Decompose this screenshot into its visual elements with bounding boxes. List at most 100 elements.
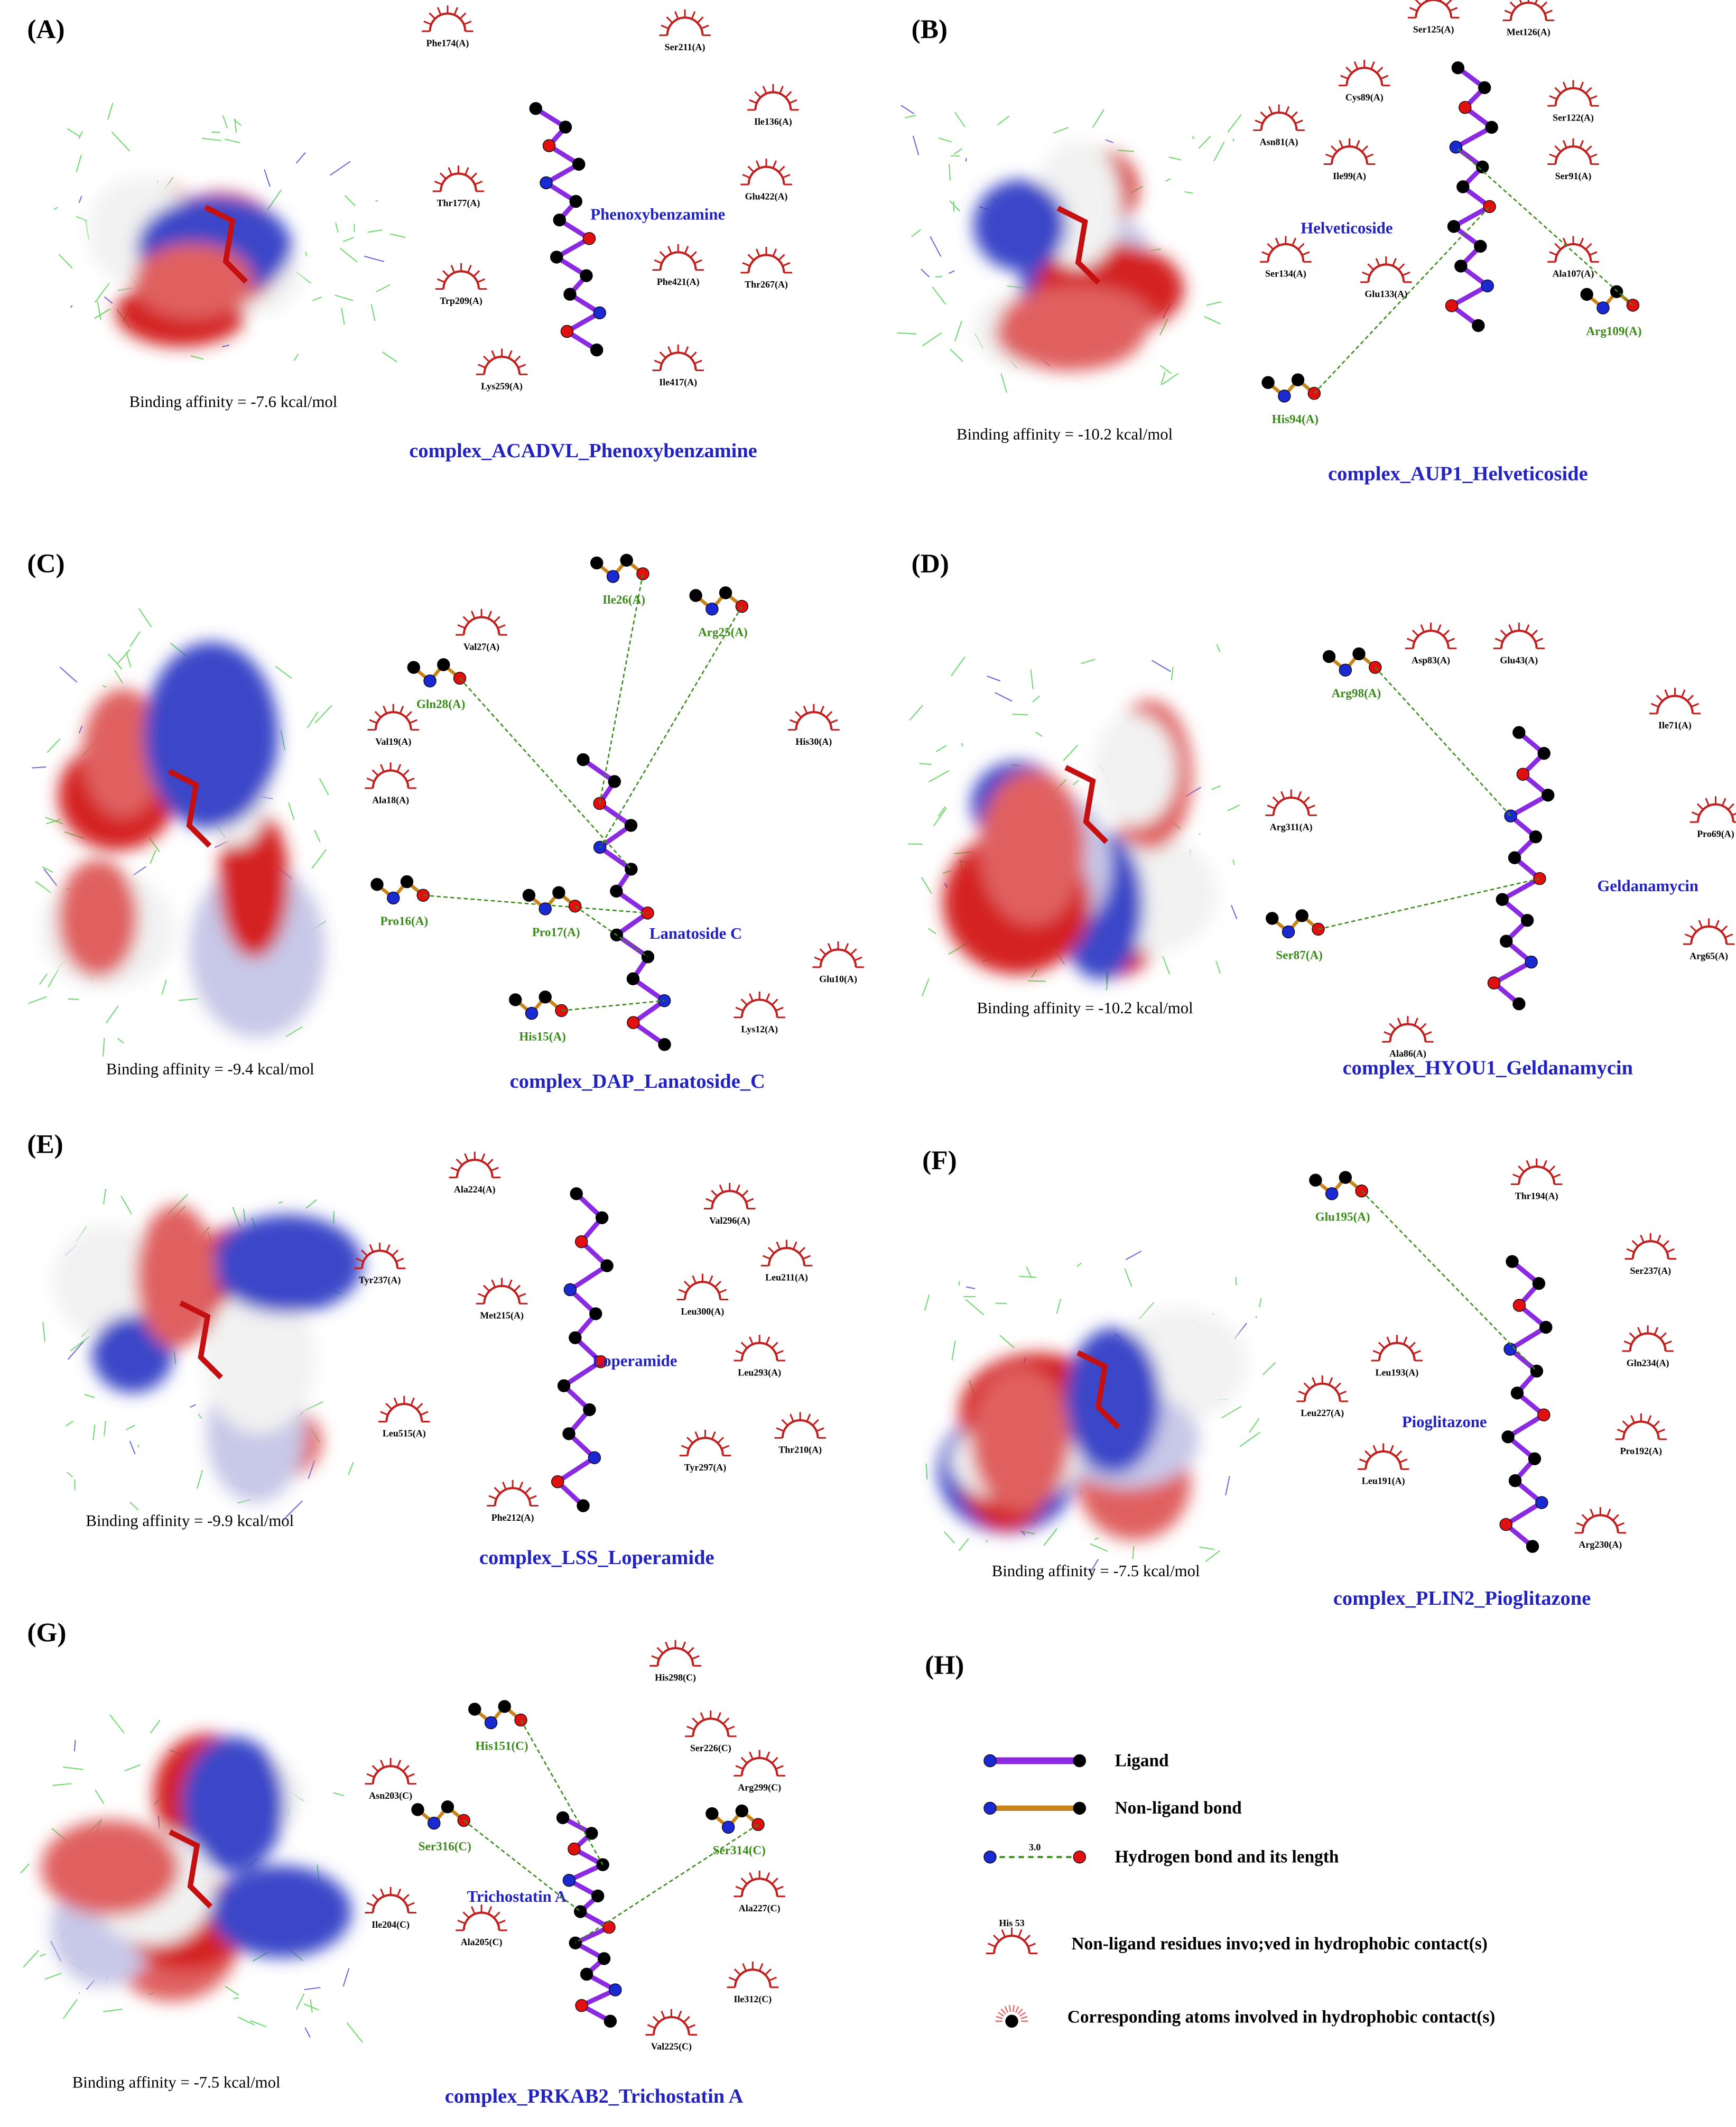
arc-spoke (814, 956, 822, 961)
stick (65, 1420, 74, 1427)
hbond (1361, 1190, 1537, 1372)
atom (1352, 647, 1366, 661)
atom (1512, 997, 1526, 1011)
arc-spoke (524, 1487, 532, 1494)
arc-spoke (717, 1437, 725, 1444)
hbond (423, 894, 648, 914)
atom-spoke (1012, 2005, 1015, 2012)
atom-spoke (1020, 2015, 1028, 2019)
arc-spoke (1589, 153, 1598, 159)
stick (954, 320, 962, 341)
blob (144, 642, 279, 829)
hydrophobic-arc (1547, 138, 1599, 165)
arc-spoke (1445, 0, 1453, 6)
arc-spoke (434, 180, 443, 186)
complex-title: complex_ACADVL_Phenoxybenzamine (409, 440, 757, 462)
arc-spoke (483, 355, 490, 363)
hydrophobic-arc (432, 165, 485, 192)
residue-label: Phe174(A) (426, 38, 469, 49)
stick (948, 164, 951, 181)
arc-spoke (396, 1888, 402, 1897)
arc-spoke (792, 1241, 797, 1250)
hydrophobic-arc (449, 1151, 501, 1179)
panel: (B) Binding affinity = -10.2 kcal/mol comp… (897, 0, 1642, 485)
arc-spoke (1656, 1234, 1661, 1243)
stick (1165, 178, 1171, 182)
atom (1539, 1320, 1553, 1334)
stick (1232, 859, 1235, 865)
residue-label: Ala205(C) (461, 1937, 503, 1948)
stick (1239, 1431, 1261, 1447)
residue-label: Leu193(A) (1375, 1367, 1418, 1378)
ligand-name: Loperamide (592, 1352, 677, 1370)
complex-title: complex_AUP1_Helveticoside (1328, 463, 1588, 485)
arc-spoke (1424, 1031, 1432, 1036)
stick (1032, 696, 1040, 702)
arc-spoke (691, 1655, 700, 1660)
arc-spoke (654, 359, 662, 365)
binding-affinity: Binding affinity = -9.9 kcal/mol (86, 1512, 294, 1530)
atom (1278, 390, 1291, 403)
hbond-residue: Arg109(A) (1455, 146, 1642, 338)
arc (1415, 0, 1453, 18)
atom (441, 1800, 454, 1814)
blob (41, 1820, 180, 1916)
arc-spoke (1362, 271, 1370, 276)
arc-spoke (1364, 1450, 1372, 1457)
binding-affinity: Binding affinity = -7.6 kcal/mol (129, 393, 338, 411)
arc-spoke (1389, 1023, 1396, 1030)
arc-spoke (700, 1712, 705, 1721)
hydrophobic-arc (1260, 236, 1312, 263)
arc-spoke (1681, 689, 1686, 698)
hydrophobic-arc (986, 1927, 1038, 1955)
arc-spoke (406, 1773, 415, 1778)
arc-spoke (1691, 811, 1700, 816)
legend-item: Non-ligand residues invo;ved in hydropho… (1071, 1934, 1487, 1954)
atom (539, 902, 552, 915)
atom-spoke (997, 2012, 1005, 2017)
stick (179, 998, 199, 1001)
hydrophobic-arc (365, 762, 416, 789)
arc-spoke (1380, 75, 1389, 80)
arc-spoke (477, 1293, 486, 1298)
arc-spoke (395, 1257, 404, 1263)
legend-panel: (H) 3.0 His 53 Ligand Non-ligand bond Hydroge… (925, 1650, 1495, 2028)
stick (103, 2009, 123, 2012)
arc (429, 12, 467, 32)
residue-label: Arg65(A) (1689, 950, 1728, 961)
arc (781, 1419, 819, 1438)
arc-spoke (1325, 153, 1334, 159)
residue-label: Leu191(A) (1362, 1476, 1405, 1487)
stick (307, 711, 319, 728)
stick (1094, 1537, 1099, 1540)
stick (1021, 1530, 1026, 1536)
hydrophobic-arc (1405, 622, 1457, 650)
atom (626, 972, 640, 985)
ligand-in-pocket (168, 769, 212, 848)
arc-spoke (747, 165, 755, 173)
arc-spoke (1361, 145, 1369, 153)
arc-spoke (772, 248, 777, 257)
arc-spoke (1654, 1327, 1659, 1335)
atom (1537, 747, 1551, 760)
complex-title: complex_DAP_Lanatoside_C (510, 1070, 765, 1093)
arc-spoke (1656, 695, 1663, 702)
hydrophobic-arc (1360, 256, 1412, 283)
atom (1520, 913, 1534, 927)
atom (556, 1811, 570, 1825)
stick (1204, 316, 1221, 325)
binding-affinity: Binding affinity = -10.2 kcal/mol (957, 425, 1173, 443)
stick (28, 996, 47, 1004)
arc-spoke (782, 262, 791, 267)
stick (150, 1719, 161, 1734)
arc-spoke (1664, 1340, 1672, 1345)
arc-spoke (667, 246, 672, 254)
atom (983, 1754, 997, 1768)
hydrophobic-arc (740, 247, 792, 274)
stick (1184, 191, 1193, 194)
ligand (1487, 726, 1555, 1011)
arc-spoke (1419, 1023, 1427, 1030)
stick (103, 685, 107, 688)
stick (1249, 1418, 1260, 1433)
arc-spoke (1554, 87, 1562, 94)
